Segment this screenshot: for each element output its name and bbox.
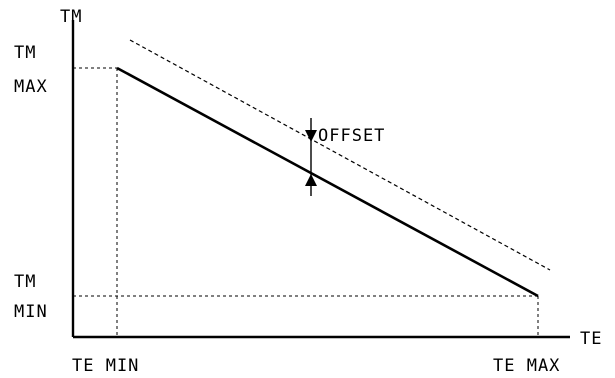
offset-arrow-up — [305, 174, 317, 186]
te-max-label: TE MAX — [493, 356, 560, 376]
te-min-label: TE MIN — [72, 356, 139, 376]
offset-curve — [129, 39, 551, 271]
y-axis-label: TM — [60, 7, 82, 27]
tm-min-label-line2: MIN — [14, 302, 48, 322]
tm-max-label-line2: MAX — [14, 77, 48, 97]
offset-arrow-down — [305, 130, 317, 142]
tm-min-label-line1: TM — [14, 272, 36, 292]
heating-curve — [116, 66, 539, 298]
x-axis-label: TE — [580, 329, 602, 349]
offset-label: OFFSET — [318, 126, 385, 146]
tm-max-label-line1: TM — [14, 43, 36, 63]
